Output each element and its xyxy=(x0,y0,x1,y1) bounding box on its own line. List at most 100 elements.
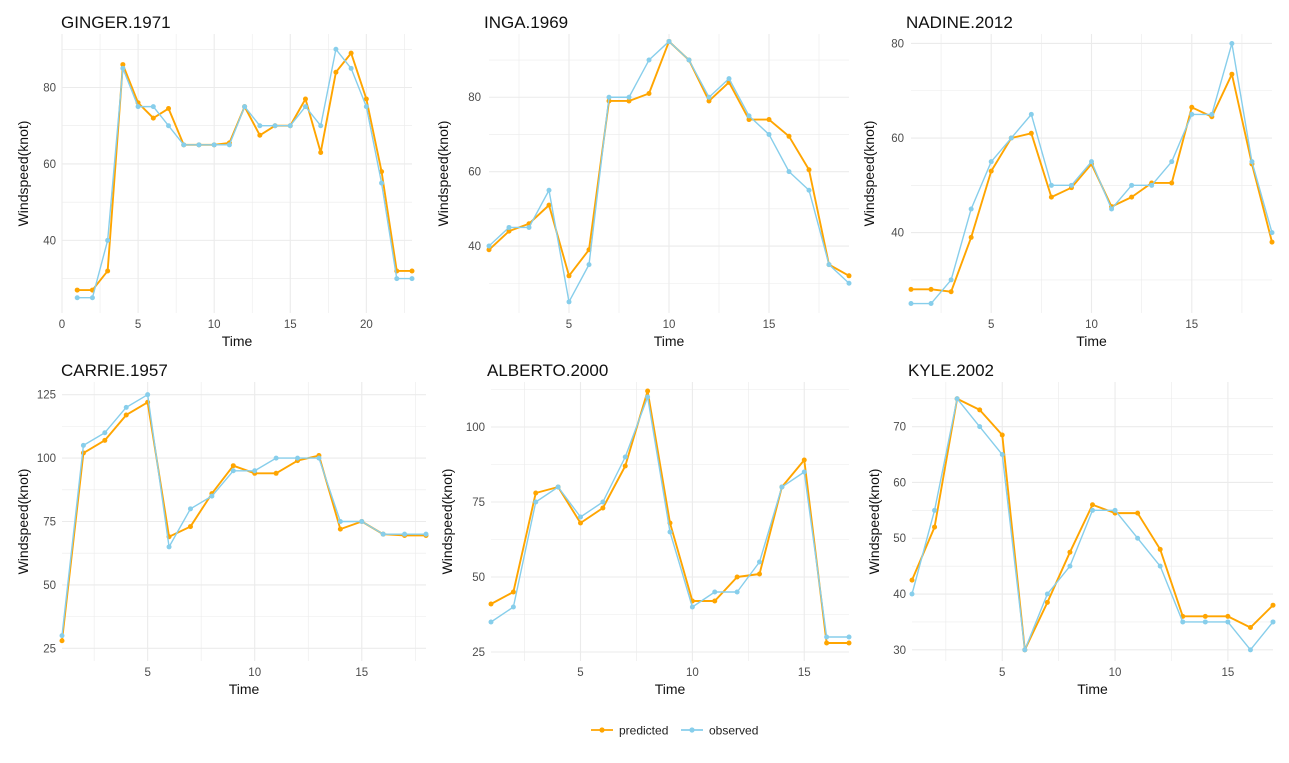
panel-title: NADINE.2012 xyxy=(906,13,1013,32)
series-predicted xyxy=(909,396,1276,653)
x-tick-label: 5 xyxy=(566,319,572,331)
data-point-observed xyxy=(932,507,938,513)
data-point-predicted xyxy=(786,133,792,139)
data-point-predicted xyxy=(766,117,772,123)
y-axis-label: Windspeed(knot) xyxy=(435,121,451,227)
x-tick-label: 5 xyxy=(577,667,583,679)
panel-title: CARRIE.1957 xyxy=(61,361,168,380)
data-point-predicted xyxy=(230,463,236,469)
data-point-observed xyxy=(89,295,95,301)
y-tick-label: 30 xyxy=(893,645,906,657)
data-point-observed xyxy=(123,404,129,410)
data-point-observed xyxy=(1157,563,1163,569)
data-point-observed xyxy=(272,123,278,129)
data-point-observed xyxy=(80,442,86,448)
data-point-observed xyxy=(1068,182,1074,188)
data-point-predicted xyxy=(1169,180,1175,186)
data-point-observed xyxy=(135,104,141,110)
data-point-predicted xyxy=(578,520,583,526)
data-point-observed xyxy=(145,392,151,398)
data-point-observed xyxy=(486,243,492,249)
data-point-observed xyxy=(526,224,532,230)
data-point-predicted xyxy=(257,132,263,138)
data-point-observed xyxy=(1028,111,1034,117)
data-point-observed xyxy=(187,506,193,512)
y-tick-label: 60 xyxy=(468,167,481,179)
y-tick-label: 40 xyxy=(468,241,481,253)
data-point-observed xyxy=(988,159,994,165)
series-line-observed xyxy=(911,398,1274,651)
series-observed xyxy=(488,394,852,640)
data-point-observed xyxy=(712,589,718,595)
data-point-observed xyxy=(999,452,1005,458)
data-point-predicted xyxy=(1229,71,1235,77)
data-point-observed xyxy=(1169,159,1175,165)
data-point-predicted xyxy=(1048,194,1054,200)
data-point-predicted xyxy=(302,96,308,102)
x-tick-label: 5 xyxy=(988,319,994,331)
y-tick-label: 80 xyxy=(43,83,56,95)
x-axis-label: Time xyxy=(1077,681,1108,697)
data-point-observed xyxy=(954,396,960,402)
data-point-predicted xyxy=(846,640,852,646)
data-point-observed xyxy=(786,169,792,175)
data-point-predicted xyxy=(928,286,934,292)
data-point-predicted xyxy=(1067,549,1073,555)
x-axis-label: Time xyxy=(655,681,686,697)
data-point-predicted xyxy=(622,463,628,469)
y-tick-label: 60 xyxy=(43,159,56,171)
y-tick-label: 75 xyxy=(472,497,485,509)
x-tick-label: 10 xyxy=(663,319,676,331)
grid xyxy=(62,382,426,661)
data-point-observed xyxy=(706,94,712,100)
y-tick-label: 80 xyxy=(891,38,904,50)
data-point-observed xyxy=(734,589,740,595)
data-point-predicted xyxy=(318,149,324,155)
y-tick-label: 40 xyxy=(893,589,906,601)
data-point-observed xyxy=(318,123,324,129)
panel-title: KYLE.2002 xyxy=(908,361,994,380)
data-point-observed xyxy=(1089,159,1094,165)
legend-label-observed: observed xyxy=(709,724,758,738)
data-point-observed xyxy=(506,224,512,230)
series-predicted xyxy=(74,50,415,293)
data-point-predicted xyxy=(1269,239,1275,245)
panel-ginger-1971: 0 5 10 15 20 40 60 80 Time Windspeed(knot) GINGER.… xyxy=(15,13,415,349)
data-point-observed xyxy=(211,142,217,148)
data-point-predicted xyxy=(1135,510,1141,516)
data-point-observed xyxy=(746,113,752,119)
data-point-predicted xyxy=(948,289,954,295)
data-point-observed xyxy=(908,301,914,307)
x-tick-label: 20 xyxy=(360,319,373,331)
data-point-predicted xyxy=(1129,194,1135,200)
data-point-predicted xyxy=(824,640,830,646)
data-point-observed xyxy=(846,280,852,286)
data-point-observed xyxy=(409,276,415,282)
data-point-observed xyxy=(1129,182,1135,188)
x-tick-label: 10 xyxy=(1109,667,1122,679)
data-point-predicted xyxy=(59,638,65,644)
data-point-observed xyxy=(380,531,386,537)
y-tick-label: 50 xyxy=(43,580,56,592)
y-tick-label: 80 xyxy=(468,92,481,104)
data-point-observed xyxy=(977,424,983,430)
data-point-observed xyxy=(423,531,429,537)
data-point-predicted xyxy=(166,106,172,112)
y-tick-label: 75 xyxy=(43,517,56,529)
data-point-observed xyxy=(1048,182,1054,188)
data-point-observed xyxy=(1247,647,1253,653)
y-tick-label: 100 xyxy=(466,422,485,434)
y-axis-label: Windspeed(knot) xyxy=(439,469,455,575)
data-point-observed xyxy=(1270,619,1276,625)
data-point-predicted xyxy=(1189,104,1195,110)
y-tick-label: 25 xyxy=(472,647,485,659)
series-observed xyxy=(59,392,429,639)
data-point-predicted xyxy=(506,228,512,234)
data-point-predicted xyxy=(1225,613,1231,619)
data-point-observed xyxy=(826,262,832,268)
data-point-observed xyxy=(74,295,80,301)
data-point-observed xyxy=(801,469,807,475)
data-point-observed xyxy=(555,484,561,490)
y-tick-label: 50 xyxy=(893,533,906,545)
data-point-observed xyxy=(779,484,785,490)
